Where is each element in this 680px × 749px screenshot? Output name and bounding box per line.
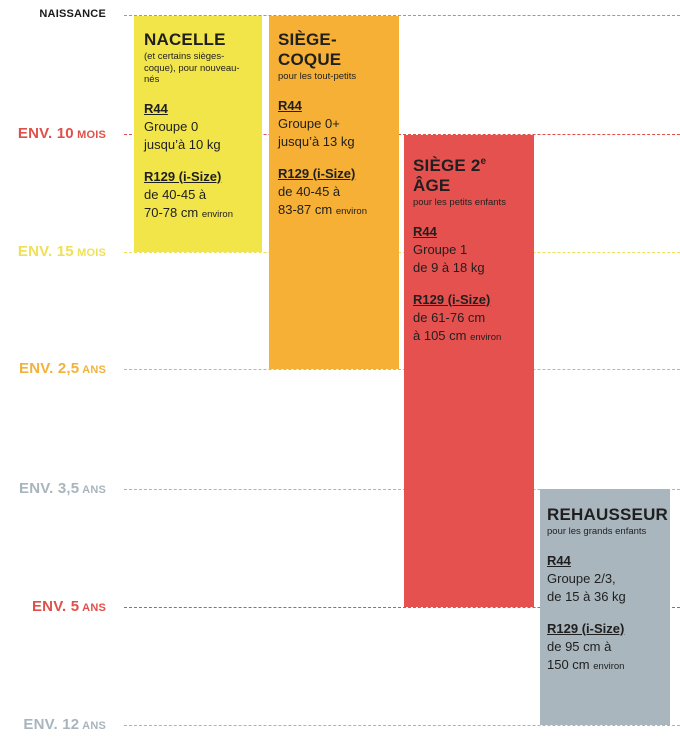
gridline-naissance — [124, 15, 680, 16]
axis-label-naissance: NAISSANCE — [39, 8, 106, 20]
axis-label-num: ENV. 2,5 — [19, 360, 80, 377]
r129-small: environ — [470, 331, 502, 343]
bar-title: NACELLE — [144, 30, 226, 49]
r44-label: R44 — [413, 223, 437, 239]
axis-label-unit: ANS — [82, 364, 106, 376]
r129-line: de 95 cm à — [547, 638, 612, 654]
r44-line: de 15 à 36 kg — [547, 588, 626, 604]
axis-label-3-5-ans: ENV. 3,5 ANS — [19, 480, 106, 497]
r44-label: R44 — [547, 552, 571, 568]
bar-title-end: ÂGE — [413, 176, 451, 195]
bar-subtitle: pour les tout-petits — [278, 71, 357, 82]
bar-title-sup: e — [480, 156, 487, 167]
axis-label-unit: MOIS — [77, 129, 106, 141]
axis-label-num: ENV. 3,5 — [19, 480, 80, 497]
gridline-5-ans — [124, 607, 680, 608]
axis-label-12-ans: ENV. 12 ANS — [23, 716, 106, 733]
r44-line: Groupe 0+ — [278, 115, 340, 131]
r44-label: R44 — [144, 100, 168, 116]
r129-small: environ — [593, 660, 625, 672]
axis-label-15-mois: ENV. 15 MOIS — [18, 243, 106, 260]
gridline-3-5-ans — [124, 489, 680, 490]
r129-label: R129 (i-Size) — [547, 620, 625, 636]
axis-label-5-ans: ENV. 5 ANS — [32, 598, 106, 615]
r129-line: de 40-45 à — [278, 183, 341, 199]
r44-line: Groupe 1 — [413, 241, 468, 257]
axis-label-unit: MOIS — [77, 247, 106, 259]
bar-title-start: SIÈGE 2 — [413, 156, 481, 175]
r129-line: de 40-45 à — [144, 186, 207, 202]
gridline-15-mois — [124, 252, 680, 253]
axis-label-num: ENV. 12 — [23, 716, 80, 733]
r44-line: de 9 à 18 kg — [413, 259, 485, 275]
r129-value: 70-78 cm — [144, 204, 199, 220]
axis-label-num: ENV. 15 — [17, 243, 74, 260]
gridline-2-5-ans — [124, 369, 680, 370]
bar-rehausseur: REHAUSSEUR pour les grands enfants R44 G… — [540, 489, 670, 725]
r129-line: 70-78 cm environ — [144, 204, 252, 224]
r129-small: environ — [201, 208, 233, 220]
axis-label-2-5-ans: ENV. 2,5 ANS — [19, 360, 106, 377]
r129-small: environ — [335, 205, 367, 217]
bar-subtitle: pour les petits enfants — [413, 197, 506, 208]
bar-subtitle: (et certains sièges-coque), pour nouveau… — [144, 51, 240, 85]
bar-siege-coque: SIÈGE-COQUE pour les tout-petits R44 Gro… — [269, 16, 399, 369]
r129-line: à 105 cm environ — [413, 327, 524, 347]
gridline-10-mois — [124, 134, 680, 135]
r129-value: 150 cm — [547, 656, 590, 672]
bar-subtitle: pour les grands enfants — [547, 526, 647, 537]
bar-siege-2e-age: SIÈGE 2e ÂGE pour les petits enfants R44… — [404, 135, 534, 607]
axis-label-naissance-text: NAISSANCE — [39, 8, 106, 20]
axis-label-num: ENV. 5 — [31, 598, 80, 615]
r44-label: R44 — [278, 97, 302, 113]
r129-value: 83-87 cm — [278, 201, 333, 217]
axis-label-unit: ANS — [82, 720, 106, 732]
r44-line: Groupe 0 — [144, 118, 199, 134]
r129-label: R129 (i-Size) — [144, 168, 222, 184]
r129-line: 150 cm environ — [547, 656, 660, 676]
r44-line: jusqu’à 13 kg — [278, 133, 355, 149]
axis-label-num: ENV. 10 — [17, 125, 74, 142]
axis-label-unit: ANS — [82, 484, 106, 496]
r44-line: Groupe 2/3, — [547, 570, 616, 586]
r129-value: à 105 cm — [413, 327, 467, 343]
axis-label-10-mois: ENV. 10 MOIS — [18, 125, 106, 142]
bar-title: REHAUSSEUR — [547, 505, 669, 524]
bar-title: SIÈGE-COQUE — [278, 30, 342, 69]
r129-label: R129 (i-Size) — [278, 165, 356, 181]
r129-line: 83-87 cm environ — [278, 201, 389, 221]
bar-title: SIÈGE 2e ÂGE — [413, 152, 524, 196]
bar-nacelle: NACELLE (et certains sièges-coque), pour… — [134, 16, 262, 252]
gridline-12-ans — [124, 725, 680, 726]
r129-line: de 61-76 cm — [413, 309, 486, 325]
axis-label-unit: ANS — [82, 602, 106, 614]
r129-label: R129 (i-Size) — [413, 291, 491, 307]
r44-line: jusqu’à 10 kg — [144, 136, 221, 152]
